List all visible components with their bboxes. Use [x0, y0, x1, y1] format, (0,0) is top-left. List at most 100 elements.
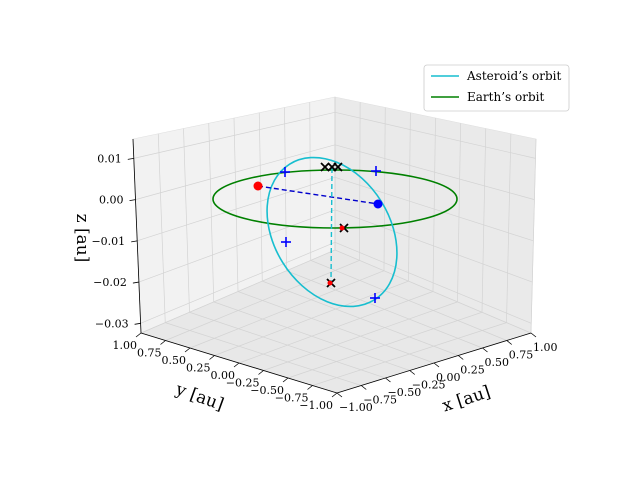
x-tick-label: −1.00 — [339, 401, 373, 414]
z-tick-label: −0.03 — [95, 317, 129, 330]
x-axis-label: x [au] — [440, 382, 493, 416]
y-tick-label: 1.00 — [113, 339, 138, 352]
y-tick-label: 0.75 — [137, 347, 162, 360]
x-grid-line — [309, 102, 312, 261]
y-grid-line — [287, 311, 483, 379]
z-tick — [129, 199, 136, 202]
asteroid-earth-link — [257, 185, 379, 205]
y-grid-line — [457, 123, 461, 302]
x-tick — [409, 370, 415, 375]
z-tick — [134, 322, 141, 325]
z-tick-label: 0.01 — [97, 152, 122, 165]
z-grid-line — [334, 111, 536, 159]
y-tick — [331, 392, 338, 398]
z-grid-line — [334, 144, 535, 200]
y-tick-label: −0.25 — [226, 377, 260, 390]
y-tick — [160, 340, 166, 345]
z-tick — [132, 281, 139, 284]
plus-marker — [280, 167, 290, 177]
y-tick-label: 0.25 — [186, 362, 211, 375]
plot-data — [212, 156, 458, 308]
x-tick — [433, 362, 440, 368]
x-grid-line — [258, 112, 263, 282]
x-tick — [530, 332, 537, 338]
y-tick — [233, 362, 240, 368]
axes-panes — [132, 96, 537, 394]
legend-box — [423, 64, 570, 112]
y-tick — [209, 355, 215, 360]
plus-marker — [370, 293, 380, 303]
y-tick-label: −0.75 — [275, 392, 309, 405]
z-grid-line — [334, 209, 533, 283]
z-tick — [131, 240, 138, 243]
x-tick — [506, 340, 512, 345]
y-grid-line — [165, 260, 360, 341]
x-tick-label: −0.25 — [412, 379, 446, 392]
y-grid-line — [359, 102, 361, 261]
x-tick-label: 0.75 — [509, 349, 534, 362]
x-tick-label: 0.00 — [436, 371, 461, 384]
y-grid-line — [506, 133, 512, 323]
y-tick — [184, 347, 191, 353]
y-grid-line — [530, 138, 537, 334]
tick-marks: −1.00−0.75−0.50−0.250.000.250.500.751.00… — [91, 152, 557, 414]
x-tick-label: −0.75 — [363, 394, 397, 407]
z-grid-line — [334, 176, 534, 242]
x-marker — [320, 162, 330, 172]
x-tick — [385, 377, 391, 383]
x-tick — [458, 355, 464, 360]
y-grid-line — [214, 280, 409, 356]
z-tick-label: 0.00 — [99, 194, 124, 207]
z-grid-line — [135, 144, 336, 200]
y-grid-line — [189, 270, 385, 349]
y-tick-label: 0.50 — [162, 354, 187, 367]
x-grid-line — [208, 123, 215, 302]
y-tick — [258, 370, 264, 375]
x-tick-label: 0.50 — [485, 356, 510, 369]
asteroid-position-point — [253, 181, 263, 191]
z-grid-line — [334, 242, 532, 324]
earth-position-point — [373, 199, 383, 209]
red-marker-dot — [327, 280, 333, 286]
y-tick-label: −1.00 — [299, 399, 333, 412]
y-tick-label: 0.00 — [211, 369, 236, 382]
y-grid-line — [432, 117, 436, 292]
x-tick — [482, 347, 488, 353]
y-grid-line — [481, 128, 487, 313]
y-grid-line — [312, 322, 507, 386]
x-marker — [333, 162, 343, 172]
y-tick — [307, 385, 313, 390]
z-tick — [127, 158, 134, 160]
plus-marker — [371, 166, 381, 176]
y-grid-line — [263, 301, 458, 371]
x-grid-line — [157, 133, 166, 323]
z-tick-label: −0.01 — [91, 235, 125, 248]
x-tick-label: 1.00 — [533, 341, 558, 354]
y-tick — [282, 377, 289, 383]
grid-lines — [132, 97, 537, 394]
vertical-projection-line — [330, 167, 333, 284]
plus-marker — [281, 237, 291, 247]
y-grid-line — [408, 112, 411, 282]
legend: Asteroid’s orbit Earth’s orbit — [423, 64, 570, 112]
y-grid-line — [383, 107, 386, 271]
x-grid-line — [233, 117, 239, 292]
x-tick-label: 0.25 — [460, 364, 485, 377]
y-axis-label: y [au] — [172, 379, 226, 415]
x-grid-line — [183, 128, 190, 313]
z-axis-spine — [132, 138, 142, 334]
red-marker-dot — [339, 225, 345, 231]
x-tick — [361, 385, 367, 390]
z-tick-label: −0.02 — [93, 276, 127, 289]
z-grid-line — [133, 111, 336, 159]
legend-label-earth: Earth’s orbit — [467, 90, 544, 104]
legend-label-asteroid: Asteroid’s orbit — [466, 69, 561, 83]
z-axis-label: z [au] — [72, 214, 92, 263]
z-grid-line — [138, 209, 336, 283]
z-grid-line — [137, 176, 336, 242]
y-tick-label: −0.50 — [250, 384, 284, 397]
y-grid-line — [238, 291, 434, 364]
z-grid-line — [140, 242, 336, 324]
y-grid-line — [140, 249, 336, 334]
